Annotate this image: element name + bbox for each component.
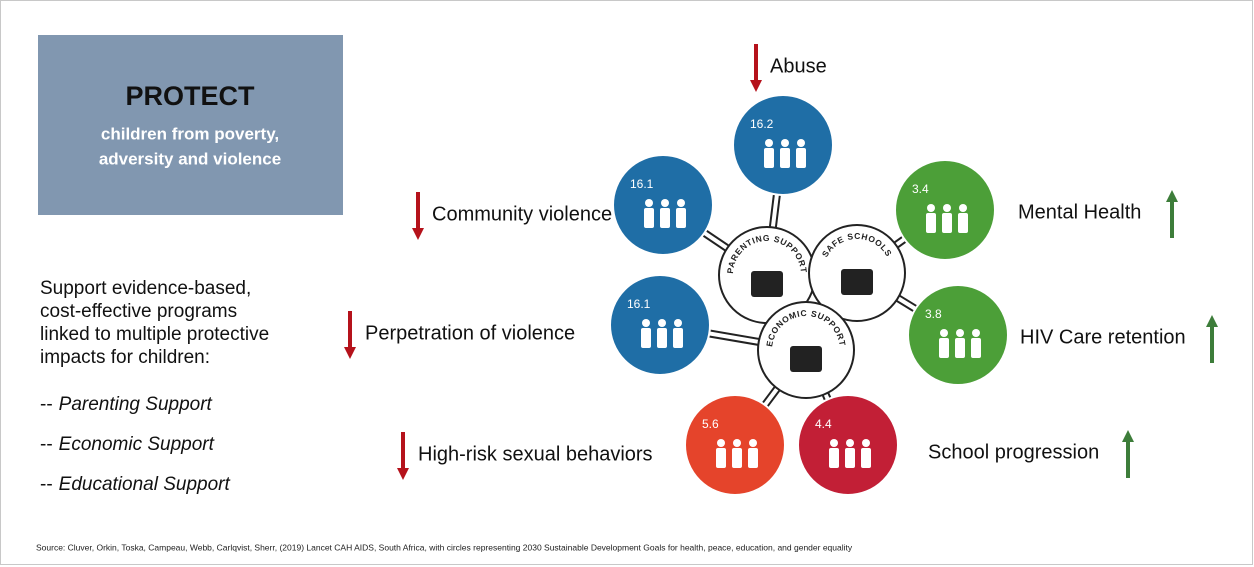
icon [958,213,968,233]
icon [749,439,757,447]
intro-item: -- Economic Support [40,434,215,455]
subtitle: adversity and violence [99,149,281,168]
intro-line: Support evidence-based, [40,278,251,299]
arrow-head [397,468,409,480]
icon [674,319,682,327]
icon [861,448,871,468]
icon [972,329,980,337]
icon [845,448,855,468]
intro-line: linked to multiple protective [40,324,269,345]
item-label: Educational Support [59,474,231,495]
icon [677,199,685,207]
outcome-label: Abuse [770,55,827,77]
icon [942,213,952,233]
outcome-label: High-risk sexual behaviors [418,443,653,465]
icon [748,448,758,468]
intro: Support evidence-based,cost-effective pr… [40,278,269,495]
intro-line: impacts for children: [40,347,210,368]
arrow-head [1206,315,1218,327]
icon [959,204,967,212]
item-label: Parenting Support [59,394,213,415]
sdg-code: 16.2 [750,117,774,131]
outcomes: 16.2 Abuse 16.1 Community violence 16.1 Perpe… [344,44,1218,496]
intro-item: -- Educational Support [40,474,230,495]
intro-line: cost-effective programs [40,301,237,322]
icon [732,448,742,468]
outcome-label: HIV Care retention [1020,326,1186,348]
icon [797,139,805,147]
item-label: Economic Support [59,434,215,455]
item-prefix: -- [40,474,53,495]
icon [780,148,790,168]
outcome-label: Mental Health [1018,201,1141,223]
icon [657,328,667,348]
sdg-code: 5.6 [702,417,719,431]
arrow-head [750,80,762,92]
sdg-code: 3.8 [925,307,942,321]
item-prefix: -- [40,434,53,455]
icon [661,199,669,207]
arrow-head [1122,430,1134,442]
arrow-head [412,228,424,240]
icon [971,338,981,358]
icon [955,338,965,358]
hub-icon [751,271,783,297]
icon [939,338,949,358]
sdg-code: 3.4 [912,182,929,196]
icon [846,439,854,447]
icon [956,329,964,337]
icon [862,439,870,447]
hub-icon [790,346,822,372]
intro-item: -- Parenting Support [40,394,213,415]
icon [716,448,726,468]
source: Source: Cluver, Orkin, Toska, Campeau, W… [36,542,853,552]
icon [764,148,774,168]
icon [673,328,683,348]
icon [733,439,741,447]
icon [926,213,936,233]
icon [660,208,670,228]
sdg-code: 16.1 [630,177,654,191]
outcome-label: Community violence [432,203,612,225]
icon [642,319,650,327]
icon [641,328,651,348]
title: PROTECT [125,81,255,111]
icon [658,319,666,327]
icon [781,139,789,147]
subtitle: children from poverty, [101,124,279,143]
sdg-code: 4.4 [815,417,832,431]
outcome-label: School progression [928,441,1099,463]
icon [796,148,806,168]
sdg-code: 16.1 [627,297,651,311]
icon [940,329,948,337]
icon [927,204,935,212]
outcome-label: Perpetration of violence [365,322,575,344]
arrow-head [1166,190,1178,202]
icon [644,208,654,228]
icon [830,439,838,447]
icon [943,204,951,212]
icon [645,199,653,207]
item-prefix: -- [40,394,53,415]
arrow-head [344,347,356,359]
icon [717,439,725,447]
icon [676,208,686,228]
icon [765,139,773,147]
hub-icon [841,269,873,295]
title-box [38,35,343,215]
icon [829,448,839,468]
